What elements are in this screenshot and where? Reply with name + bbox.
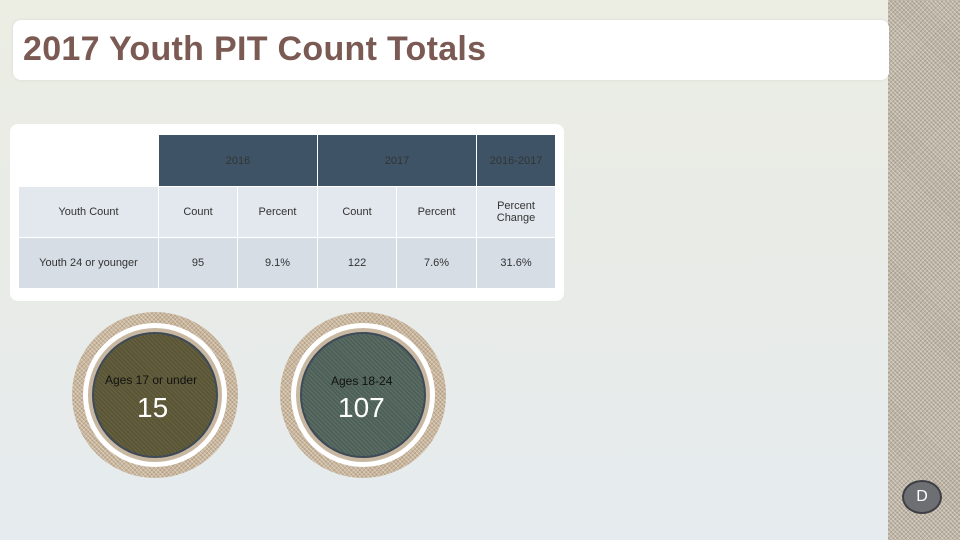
- table-cell: 95: [158, 237, 238, 289]
- stat-label: Ages 18-24: [331, 374, 393, 388]
- stat-circle-ages-17-under: Ages 17 or under 15: [72, 312, 238, 478]
- stat-label: Ages 17 or under: [105, 373, 198, 387]
- row-label: Youth Count: [18, 186, 159, 238]
- header-2016: 2016: [157, 134, 319, 187]
- circle-core: [300, 332, 426, 458]
- slide-title: 2017 Youth PIT Count Totals: [23, 30, 487, 68]
- stat-value: 107: [338, 392, 385, 423]
- stat-value: 15: [137, 392, 169, 423]
- slide-nav-button[interactable]: D: [902, 480, 942, 514]
- stat-circle-ages-18-24: Ages 18-24 107: [280, 312, 446, 478]
- table-header-row: 2016 2017 2016-2017: [18, 134, 557, 187]
- table-cell: 9.1%: [236, 237, 319, 289]
- table-row: Youth 24 or younger 95 9.1% 122 7.6% 31.…: [18, 237, 557, 289]
- youth-count-table: 2016 2017 2016-2017 Youth Count Count Pe…: [18, 134, 557, 289]
- circle-core: [92, 332, 218, 458]
- table-cell: Percent: [396, 186, 478, 238]
- table-cell: Count: [317, 186, 398, 238]
- header-2016-2017: 2016-2017: [476, 134, 557, 187]
- table-cell: Percent Change: [476, 186, 557, 238]
- header-2017: 2017: [317, 134, 478, 187]
- title-bar: 2017 Youth PIT Count Totals: [13, 20, 889, 80]
- table-card: 2016 2017 2016-2017 Youth Count Count Pe…: [10, 124, 564, 301]
- decorative-texture-strip: [888, 0, 960, 540]
- table-cell: 7.6%: [396, 237, 478, 289]
- header-corner: [18, 134, 159, 187]
- table-cell: 31.6%: [476, 237, 557, 289]
- table-cell: 122: [317, 237, 398, 289]
- row-label: Youth 24 or younger: [18, 237, 159, 289]
- table-cell: Count: [158, 186, 238, 238]
- table-row: Youth Count Count Percent Count Percent …: [18, 186, 557, 238]
- table-cell: Percent: [236, 186, 319, 238]
